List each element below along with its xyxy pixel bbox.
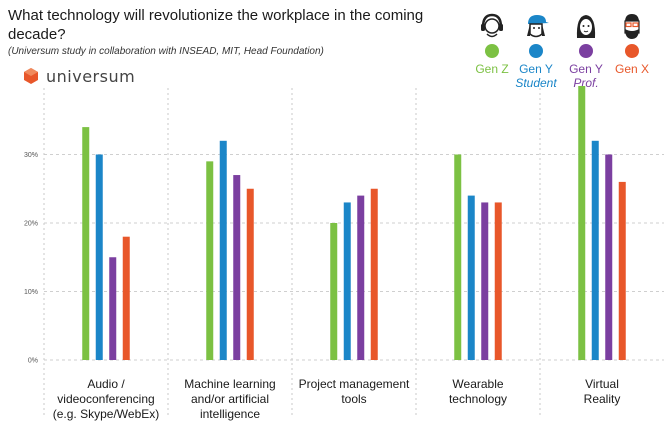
axis-labels: 0% 10% 20% 30% Audio /videoconferencing(e.g.… bbox=[24, 152, 620, 421]
bar bbox=[467, 195, 475, 360]
category-label: tools bbox=[341, 392, 366, 406]
y-tick-label: 0% bbox=[28, 358, 38, 365]
category-label: Audio / bbox=[87, 377, 125, 391]
y-tick-label: 10% bbox=[24, 289, 38, 296]
brand-name: universum bbox=[46, 66, 136, 86]
cap-person-icon bbox=[527, 15, 549, 38]
category-label: Reality bbox=[584, 392, 621, 406]
bearded-man-icon bbox=[624, 14, 640, 39]
category-label: intelligence bbox=[200, 407, 260, 421]
bar bbox=[343, 202, 351, 360]
bar bbox=[82, 127, 90, 360]
chart-title: What technology will revolutionize the w… bbox=[8, 7, 424, 43]
category-label: Machine learning bbox=[184, 377, 275, 391]
y-tick-label: 20% bbox=[24, 221, 38, 228]
legend-label: Gen Y bbox=[569, 62, 603, 76]
woman-icon bbox=[576, 15, 596, 38]
bar bbox=[454, 154, 462, 360]
category-label: and/or artificial bbox=[191, 392, 269, 406]
category-label: Project management bbox=[299, 377, 410, 391]
category-label: Wearable bbox=[452, 377, 503, 391]
chart-subtitle: (Universum study in collaboration with I… bbox=[8, 46, 324, 57]
legend-label: Gen Z bbox=[475, 62, 509, 76]
headphones-person-icon bbox=[481, 13, 503, 38]
legend-dot bbox=[579, 44, 593, 58]
category-label: (e.g. Skype/WebEx) bbox=[53, 407, 160, 421]
legend-item-gen-y-prof: Gen Y Prof. bbox=[562, 12, 610, 112]
chart-legend: Gen Z Gen Y Student Gen Y Prof. bbox=[468, 12, 658, 112]
bar bbox=[605, 154, 613, 360]
bar bbox=[494, 202, 502, 360]
legend-item-gen-z: Gen Z bbox=[468, 12, 516, 112]
bar bbox=[370, 188, 378, 360]
bar bbox=[219, 140, 227, 360]
bar bbox=[122, 236, 130, 360]
bar bbox=[330, 223, 338, 360]
universum-logo-icon bbox=[24, 68, 38, 84]
legend-item-gen-y-student: Gen Y Student bbox=[512, 12, 560, 112]
bar bbox=[233, 175, 241, 360]
bar bbox=[357, 195, 365, 360]
bars bbox=[82, 86, 626, 360]
bar bbox=[481, 202, 489, 360]
bar bbox=[109, 257, 117, 360]
legend-dot bbox=[625, 44, 639, 58]
bar bbox=[591, 140, 599, 360]
legend-dot bbox=[529, 44, 543, 58]
category-label: videoconferencing bbox=[57, 392, 154, 406]
legend-label: Gen Y bbox=[519, 62, 553, 76]
category-label: technology bbox=[449, 392, 507, 406]
bar bbox=[618, 181, 626, 360]
y-tick-label: 30% bbox=[24, 152, 38, 159]
bar bbox=[95, 154, 103, 360]
brand-logo: universum bbox=[22, 66, 135, 86]
bar bbox=[578, 86, 586, 360]
legend-label: Gen X bbox=[614, 62, 650, 76]
category-label: Virtual bbox=[585, 377, 619, 391]
legend-sublabel: Student bbox=[515, 76, 557, 90]
bar bbox=[246, 188, 254, 360]
legend-dot bbox=[485, 44, 499, 58]
legend-item-gen-x: Gen X bbox=[608, 12, 656, 112]
bar bbox=[206, 161, 214, 360]
gridlines bbox=[43, 88, 664, 418]
